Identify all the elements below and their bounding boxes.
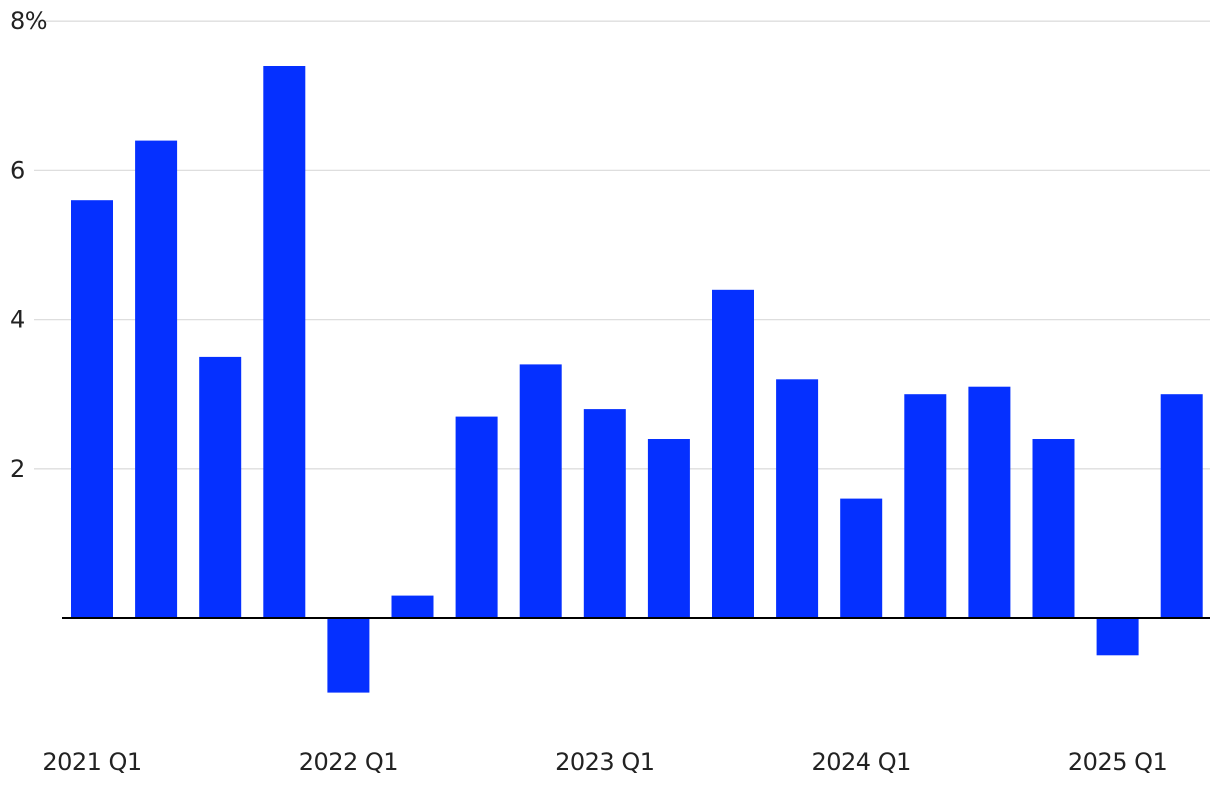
bar [1160,394,1203,618]
bar [263,66,306,618]
bar [840,498,883,618]
bar [71,200,113,618]
x-tick-label: 2023 Q1 [555,748,654,776]
bar [327,618,370,693]
bar [647,439,690,618]
bar [455,416,498,618]
tick-labels: 2 4 6 8% 2021 Q1 2022 Q1 2023 Q1 2024 Q1 2025 Q1 [10,7,1168,776]
y-tick-label: 6 [10,156,25,184]
bar [904,394,947,618]
y-tick-label: 4 [10,306,25,334]
bar [1096,618,1139,656]
bar [519,364,562,618]
bar [712,289,754,618]
x-tick-label: 2021 Q1 [42,748,141,776]
bar [1032,439,1075,618]
bar [583,409,626,618]
bar [776,379,819,618]
bars [71,66,1203,693]
y-tick-label: 8% [10,7,47,35]
bar [199,356,242,618]
bar [968,386,1011,618]
x-tick-label: 2022 Q1 [299,748,398,776]
bar [391,595,434,618]
x-tick-label: 2025 Q1 [1068,748,1167,776]
y-tick-label: 2 [10,455,25,483]
x-tick-label: 2024 Q1 [812,748,911,776]
bar [135,140,178,618]
